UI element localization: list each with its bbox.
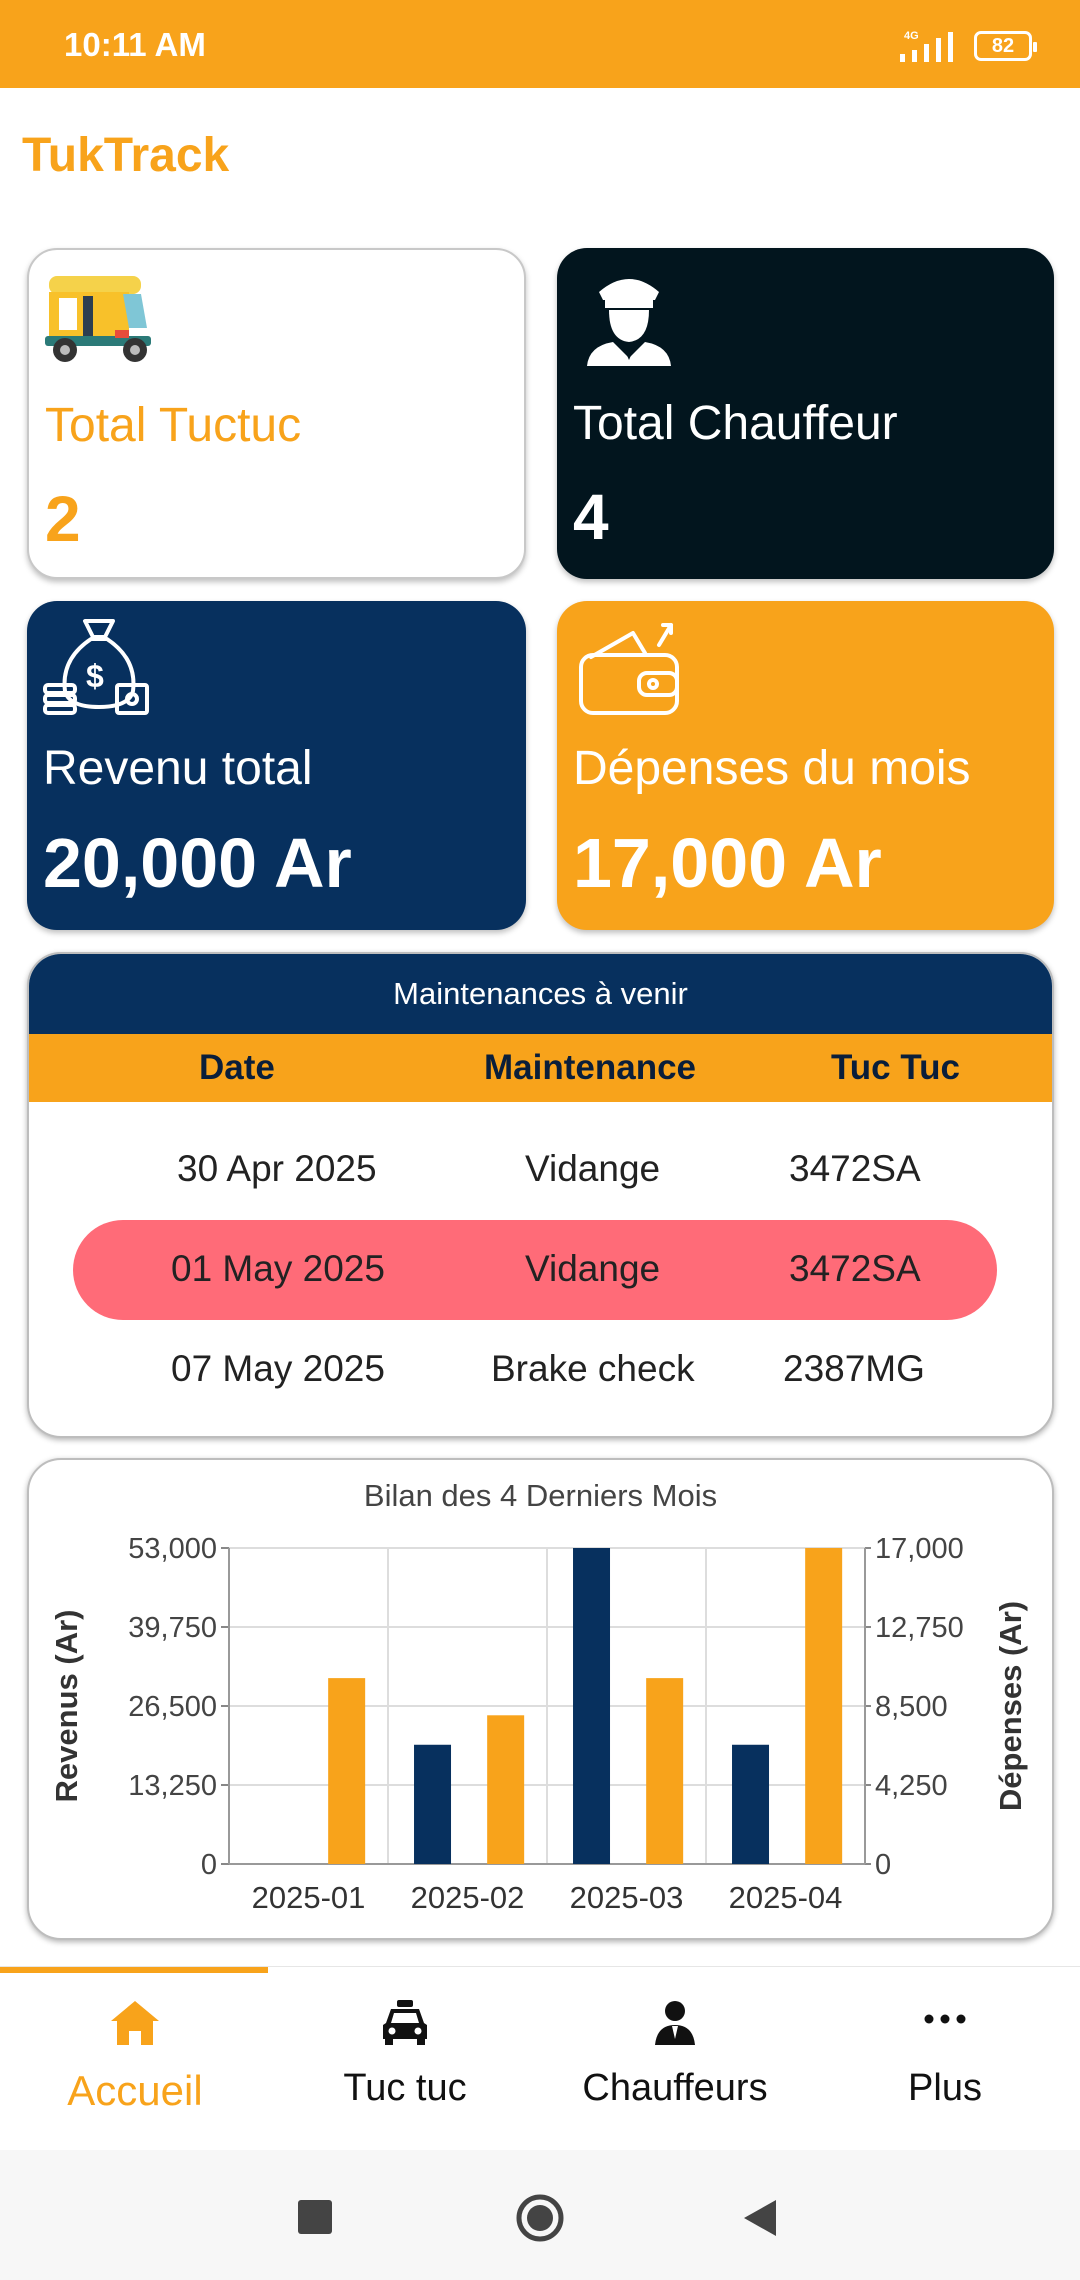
battery-level: 82 <box>991 34 1015 57</box>
tuctuc-count-value: 2 <box>45 483 81 555</box>
chauffeur-count-label: Total Chauffeur <box>573 397 898 450</box>
col-date[interactable]: Date <box>199 1048 275 1087</box>
bottom-nav: Accueil Tuc tuc Chauffeurs Plus <box>0 1966 1080 2150</box>
app-bar: TukTrack <box>0 88 1080 238</box>
card-revenu-total[interactable]: $ Revenu total 20,000 Ar <box>27 601 526 930</box>
status-icons: 4G 82 <box>898 28 1037 64</box>
x-tick-label: 2025-02 <box>411 1880 525 1915</box>
card-depenses-mois[interactable]: Dépenses du mois 17,000 Ar <box>557 601 1054 930</box>
chauffeur-count-value: 4 <box>573 481 609 553</box>
svg-text:$: $ <box>86 658 104 694</box>
signal-icon: 4G <box>900 30 953 62</box>
bar-revenus <box>732 1744 770 1864</box>
y-tick-label-left: 13,250 <box>128 1770 217 1802</box>
card-total-tuctuc[interactable]: Total Tuctuc 2 <box>27 248 526 579</box>
nav-label: Plus <box>908 2067 982 2109</box>
y-tick-label-right: 17,000 <box>875 1533 964 1565</box>
back-icon[interactable] <box>742 2198 778 2238</box>
wallet-icon <box>579 623 679 715</box>
car-icon <box>383 2000 427 2045</box>
y-tick-label-right: 0 <box>875 1849 891 1881</box>
active-tab-indicator <box>0 1967 268 1973</box>
nav-label: Chauffeurs <box>582 2067 768 2109</box>
row-date: 07 May 2025 <box>171 1348 385 1389</box>
person-icon <box>655 2001 695 2045</box>
revenu-label: Revenu total <box>43 742 313 795</box>
y-axis-label-left: Revenus (Ar) <box>49 1610 84 1803</box>
nav-item-plus[interactable]: Plus <box>810 1967 1080 2150</box>
maintenance-panel: Maintenances à venir Date Maintenance Tu… <box>27 952 1054 1438</box>
maintenance-row[interactable]: 07 May 2025 Brake check 2387MG <box>29 1320 1052 1420</box>
col-tuctuc[interactable]: Tuc Tuc <box>831 1048 960 1087</box>
system-nav-bar <box>0 2150 1080 2280</box>
nav-item-tuctuc[interactable]: Tuc tuc <box>270 1967 540 2150</box>
app-title: TukTrack <box>22 129 230 182</box>
nav-label: Accueil <box>67 2067 203 2114</box>
recents-icon[interactable] <box>298 2200 332 2234</box>
y-axis-label-right: Dépenses (Ar) <box>993 1601 1028 1811</box>
money-bag-icon: $ <box>43 619 149 715</box>
row-type: Brake check <box>491 1348 695 1389</box>
card-total-chauffeur[interactable]: Total Chauffeur 4 <box>557 248 1054 579</box>
status-bar: 10:11 AM 4G 82 <box>0 0 1080 88</box>
nav-item-chauffeurs[interactable]: Chauffeurs <box>540 1967 810 2150</box>
svg-text:4G: 4G <box>904 30 919 42</box>
tuktuk-icon <box>45 276 151 362</box>
x-tick-label: 2025-03 <box>570 1880 684 1915</box>
maintenance-title: Maintenances à venir <box>29 954 1052 1034</box>
maintenance-column-headers: Date Maintenance Tuc Tuc <box>29 1034 1052 1102</box>
bar-depenses <box>487 1715 525 1864</box>
row-type: Vidange <box>525 1148 661 1189</box>
status-time: 10:11 AM <box>64 26 206 63</box>
x-tick-label: 2025-04 <box>729 1880 843 1915</box>
nav-label: Tuc tuc <box>343 2067 467 2109</box>
tuctuc-count-label: Total Tuctuc <box>45 399 302 452</box>
row-type: Vidange <box>525 1248 661 1289</box>
row-date: 01 May 2025 <box>171 1248 385 1289</box>
home-icon <box>111 2001 159 2045</box>
more-icon <box>924 2014 966 2024</box>
row-tuctuc: 3472SA <box>789 1148 921 1189</box>
y-tick-label-right: 12,750 <box>875 1612 964 1644</box>
y-tick-label-left: 39,750 <box>128 1612 217 1644</box>
row-highlight <box>73 1220 997 1320</box>
bar-revenus <box>573 1548 611 1864</box>
y-tick-label-right: 4,250 <box>875 1770 948 1802</box>
x-tick-label: 2025-01 <box>252 1880 366 1915</box>
chauffeur-icon <box>587 279 671 366</box>
bar-depenses <box>646 1678 684 1864</box>
depenses-label: Dépenses du mois <box>573 742 971 795</box>
maintenance-row[interactable]: 30 Apr 2025 Vidange 3472SA <box>29 1120 1052 1220</box>
maintenance-row-highlighted[interactable]: 01 May 2025 Vidange 3472SA <box>29 1220 1052 1320</box>
row-date: 30 Apr 2025 <box>177 1148 377 1189</box>
y-tick-label-right: 8,500 <box>875 1691 948 1723</box>
battery-icon: 82 <box>974 31 1037 61</box>
bar-chart: 0 0 13,250 4,250 26,500 8,500 39,750 12,750 53,0… <box>49 1533 1028 1915</box>
depenses-value: 17,000 Ar <box>573 824 882 902</box>
revenu-value: 20,000 Ar <box>43 824 352 902</box>
y-tick-label-left: 26,500 <box>128 1691 217 1723</box>
bar-depenses <box>328 1678 366 1864</box>
chart-panel: Bilan des 4 Derniers Mois 0 0 13,250 4,250 2… <box>27 1458 1054 1940</box>
y-tick-label-left: 53,000 <box>128 1533 217 1565</box>
chart-title: Bilan des 4 Derniers Mois <box>363 1478 718 1513</box>
bar-revenus <box>414 1744 452 1864</box>
col-maintenance[interactable]: Maintenance <box>484 1048 696 1087</box>
home-button-icon[interactable] <box>515 2193 565 2243</box>
row-tuctuc: 2387MG <box>783 1348 925 1389</box>
nav-item-accueil[interactable]: Accueil <box>0 1967 270 2150</box>
bar-depenses <box>805 1548 843 1864</box>
y-tick-label-left: 0 <box>201 1849 217 1881</box>
row-tuctuc: 3472SA <box>789 1248 921 1289</box>
